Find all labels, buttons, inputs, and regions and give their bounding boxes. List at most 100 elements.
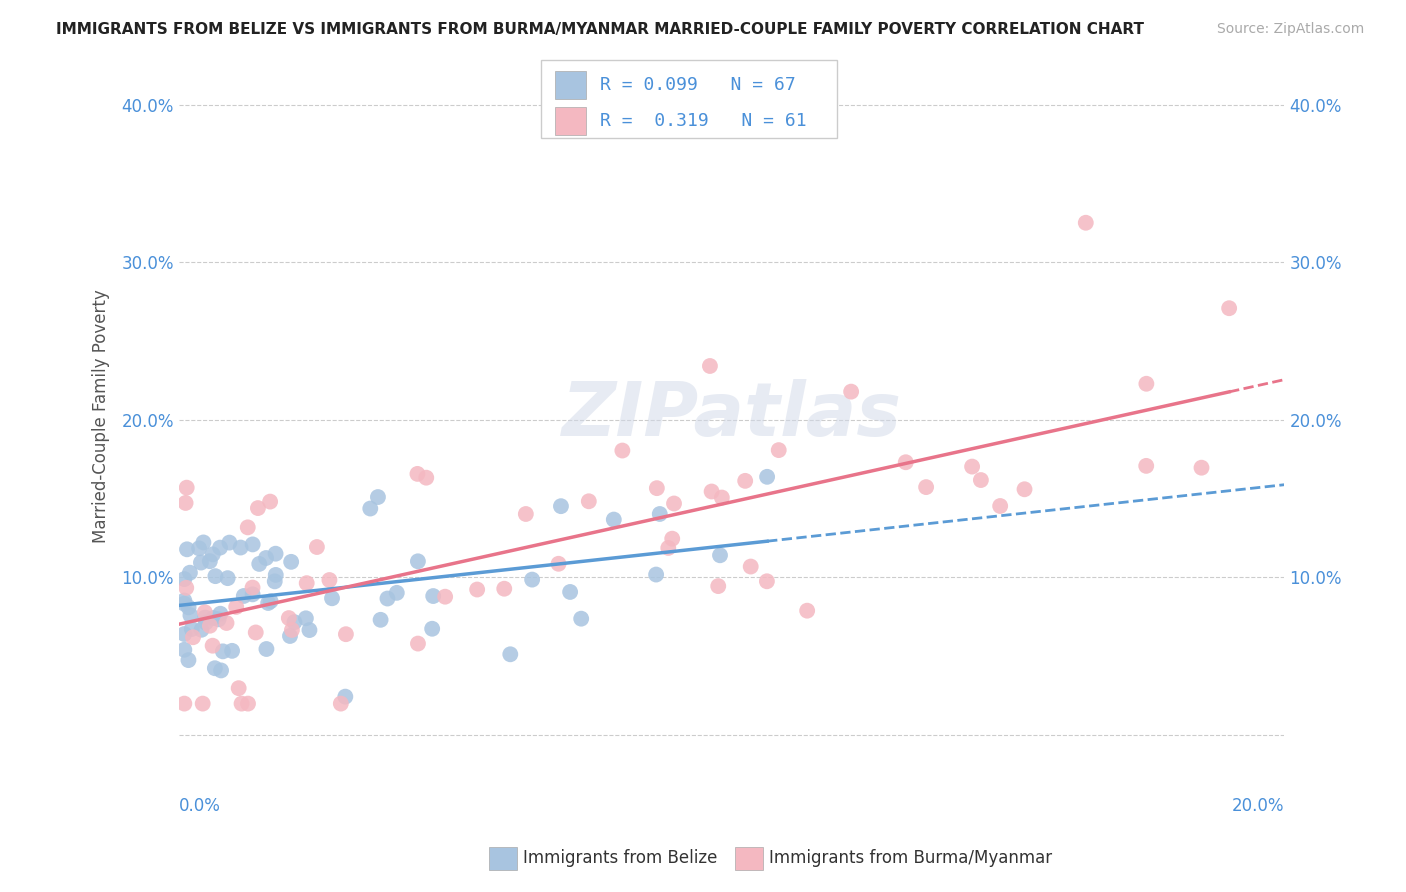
Point bbox=[298, 623, 321, 637]
Point bbox=[1135, 376, 1157, 391]
Point bbox=[173, 627, 195, 641]
Point bbox=[264, 547, 287, 561]
Point bbox=[201, 547, 224, 561]
Point bbox=[247, 557, 270, 571]
Point bbox=[209, 541, 232, 555]
Point bbox=[796, 604, 818, 618]
Point bbox=[960, 459, 983, 474]
Point bbox=[318, 573, 340, 587]
Point bbox=[385, 586, 408, 600]
Point bbox=[569, 612, 592, 626]
Point bbox=[174, 581, 197, 595]
Point bbox=[645, 567, 668, 582]
Point bbox=[176, 481, 198, 495]
Point bbox=[217, 571, 239, 585]
Y-axis label: Married-Couple Family Poverty: Married-Couple Family Poverty bbox=[93, 289, 110, 542]
Point bbox=[377, 591, 399, 606]
Point bbox=[406, 636, 429, 650]
Point bbox=[1191, 460, 1213, 475]
Text: Immigrants from Burma/Myanmar: Immigrants from Burma/Myanmar bbox=[769, 849, 1052, 867]
Text: R =  0.319   N = 61: R = 0.319 N = 61 bbox=[600, 112, 807, 130]
Point bbox=[173, 597, 195, 611]
Point bbox=[229, 541, 252, 555]
Point bbox=[515, 507, 537, 521]
Text: ZIPatlas: ZIPatlas bbox=[561, 379, 901, 452]
Point bbox=[661, 532, 683, 546]
Text: Immigrants from Belize: Immigrants from Belize bbox=[523, 849, 717, 867]
Point bbox=[263, 574, 285, 589]
Point bbox=[335, 690, 357, 704]
Point bbox=[215, 615, 238, 630]
Point bbox=[254, 642, 277, 657]
Text: IMMIGRANTS FROM BELIZE VS IMMIGRANTS FROM BURMA/MYANMAR MARRIED-COUPLE FAMILY PO: IMMIGRANTS FROM BELIZE VS IMMIGRANTS FRO… bbox=[56, 22, 1144, 37]
Point bbox=[465, 582, 488, 597]
Point bbox=[198, 618, 221, 632]
Point bbox=[246, 501, 269, 516]
Text: 20.0%: 20.0% bbox=[1232, 797, 1285, 814]
Point bbox=[370, 613, 392, 627]
Point bbox=[177, 653, 200, 667]
Text: R = 0.099   N = 67: R = 0.099 N = 67 bbox=[600, 76, 796, 94]
Point bbox=[231, 697, 253, 711]
Point bbox=[295, 611, 318, 625]
Point bbox=[406, 554, 429, 568]
Point bbox=[180, 622, 202, 636]
Point bbox=[603, 512, 626, 526]
Point bbox=[281, 623, 304, 637]
Point bbox=[415, 471, 437, 485]
Point bbox=[434, 590, 457, 604]
Point bbox=[645, 481, 668, 495]
Point bbox=[657, 541, 679, 555]
Point bbox=[218, 535, 240, 549]
Point bbox=[915, 480, 938, 494]
Point bbox=[277, 611, 299, 625]
Point bbox=[734, 474, 756, 488]
Point bbox=[740, 559, 762, 574]
Point bbox=[367, 490, 389, 504]
Point bbox=[194, 605, 217, 619]
Point bbox=[202, 611, 225, 625]
Point bbox=[295, 576, 318, 591]
Point bbox=[194, 615, 217, 630]
Point bbox=[768, 443, 790, 458]
Point bbox=[245, 625, 267, 640]
Point bbox=[177, 600, 200, 615]
Point bbox=[173, 572, 195, 586]
Point bbox=[894, 455, 917, 469]
Point bbox=[499, 648, 522, 662]
Point bbox=[648, 507, 671, 521]
Point bbox=[179, 566, 201, 580]
Point bbox=[228, 681, 250, 695]
Point bbox=[359, 501, 381, 516]
Point bbox=[520, 573, 543, 587]
Point bbox=[176, 542, 198, 557]
Point bbox=[700, 484, 723, 499]
Point bbox=[305, 540, 328, 554]
Point bbox=[193, 535, 215, 549]
Point bbox=[236, 697, 259, 711]
Point bbox=[839, 384, 862, 399]
Point bbox=[1074, 216, 1097, 230]
Point bbox=[221, 644, 243, 658]
Point bbox=[191, 697, 214, 711]
Point bbox=[280, 555, 302, 569]
Point bbox=[194, 610, 217, 624]
Point bbox=[173, 593, 195, 607]
Point bbox=[578, 494, 600, 508]
Point bbox=[209, 664, 232, 678]
Point bbox=[494, 582, 516, 596]
Point bbox=[612, 443, 634, 458]
Point bbox=[209, 607, 232, 621]
Point bbox=[259, 594, 281, 608]
Point bbox=[707, 579, 730, 593]
Point bbox=[335, 627, 357, 641]
Point bbox=[1135, 458, 1157, 473]
Point bbox=[283, 615, 305, 629]
Point bbox=[201, 639, 224, 653]
Point bbox=[422, 589, 444, 603]
Point bbox=[174, 496, 197, 510]
Point bbox=[970, 473, 993, 487]
Point bbox=[242, 587, 264, 601]
Point bbox=[710, 491, 733, 505]
Point bbox=[755, 574, 778, 589]
